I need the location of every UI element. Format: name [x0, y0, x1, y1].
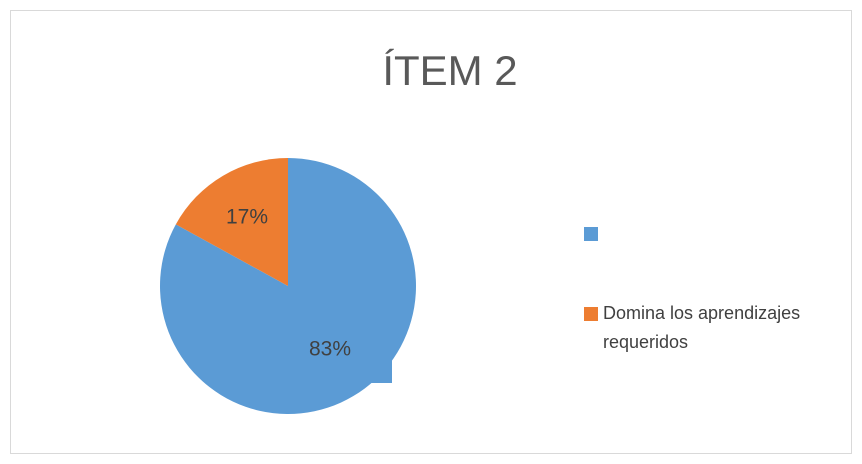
data-label: 83% — [309, 338, 351, 361]
data-label: 17% — [226, 206, 268, 229]
chart-frame — [10, 10, 852, 454]
chart-title: ÍTEM 2 — [382, 47, 517, 94]
pie-slice — [175, 158, 288, 286]
legend-swatch — [584, 227, 598, 241]
legend-label: Domina los aprendizajes requeridos — [603, 303, 801, 352]
legend-swatch — [584, 307, 598, 321]
label-artifact — [370, 356, 392, 383]
